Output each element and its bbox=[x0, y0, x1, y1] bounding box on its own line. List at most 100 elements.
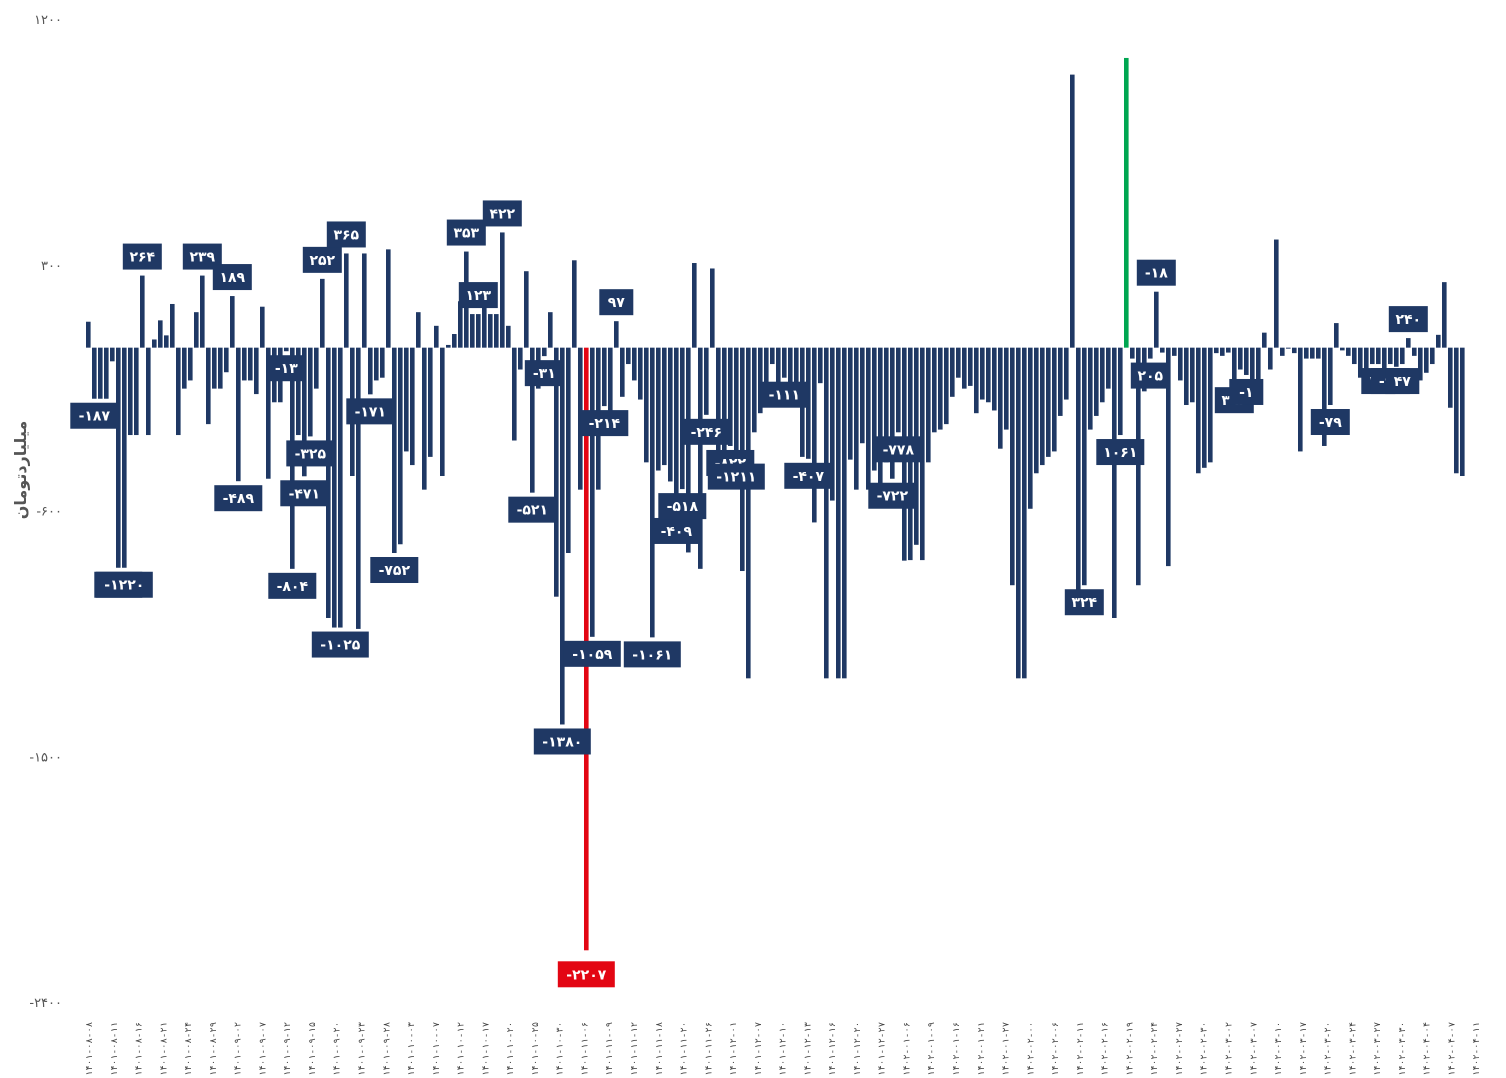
x-tick-label: ۱۴۰۱-۰۸-۲۱ bbox=[159, 1022, 169, 1076]
bar bbox=[1274, 239, 1279, 348]
bar bbox=[1358, 347, 1363, 378]
bar bbox=[182, 347, 187, 389]
bar bbox=[212, 347, 217, 389]
bar bbox=[356, 347, 361, 629]
data-label-text: -۴۷۱ bbox=[289, 486, 320, 502]
bar bbox=[830, 347, 835, 501]
x-tick-label: ۱۴۰۲-۰۱-۲۱ bbox=[977, 1022, 987, 1076]
bar bbox=[134, 347, 139, 436]
data-label: -۵۱۸ bbox=[658, 493, 707, 520]
bar bbox=[644, 347, 649, 463]
bar bbox=[878, 347, 883, 485]
bar bbox=[974, 347, 979, 414]
bar bbox=[872, 347, 877, 471]
data-label-text: -۱۰۶۱ bbox=[632, 647, 672, 663]
bar bbox=[1454, 347, 1459, 474]
data-label-text: -۱۰۵۹ bbox=[572, 647, 612, 663]
y-tick-label: -۲۴۰۰ bbox=[29, 996, 62, 1011]
bar bbox=[392, 347, 397, 554]
bar bbox=[944, 347, 949, 425]
data-label-text: -۷۹ bbox=[1319, 415, 1342, 431]
bar bbox=[866, 347, 871, 490]
x-tick-label: ۱۴۰۱-۱۰-۰۳ bbox=[407, 1022, 417, 1076]
bar bbox=[710, 268, 715, 348]
bar bbox=[1238, 347, 1243, 370]
x-tick-label: ۱۴۰۱-۰۸-۲۹ bbox=[209, 1022, 219, 1076]
data-label-text: ۱۸۹ bbox=[219, 270, 245, 286]
bar bbox=[1256, 347, 1261, 386]
x-tick-label: ۱۴۰۱-۰۹-۱۲ bbox=[283, 1022, 293, 1076]
bar bbox=[1280, 347, 1285, 356]
bar bbox=[266, 347, 271, 479]
bar bbox=[452, 334, 457, 348]
x-tick-label: ۱۴۰۱-۱۰-۱۲ bbox=[457, 1022, 467, 1076]
bar bbox=[374, 347, 379, 381]
data-label-box bbox=[280, 480, 329, 507]
data-label: -۴۸۹ bbox=[214, 485, 263, 512]
data-label-text: -۱۸ bbox=[1145, 266, 1168, 282]
bar bbox=[470, 314, 475, 348]
data-label-text: -۱۳۸۰ bbox=[542, 734, 582, 750]
y-axis-label: میلیاردتومان bbox=[11, 421, 30, 520]
bar bbox=[254, 347, 259, 395]
data-label-box bbox=[266, 355, 306, 382]
data-label: -۱۸ bbox=[1136, 259, 1176, 286]
bar bbox=[1100, 347, 1105, 403]
bar bbox=[626, 347, 631, 365]
x-tick-label: ۱۴۰۱-۱۱-۱۸ bbox=[655, 1022, 665, 1076]
x-tick-label: ۱۴۰۲-۰۳-۲۰ bbox=[1324, 1022, 1334, 1076]
data-label: -۲۲۰۷ bbox=[557, 961, 615, 988]
bar bbox=[794, 347, 799, 403]
bar bbox=[404, 347, 409, 452]
data-label-box bbox=[533, 728, 591, 755]
data-label-text: ۲۴۰ bbox=[1395, 312, 1421, 328]
data-label: ۴۲۲ bbox=[482, 200, 522, 227]
bar bbox=[410, 347, 415, 466]
data-label: ۲۰۵ bbox=[1130, 362, 1170, 389]
bar bbox=[1346, 347, 1351, 356]
x-tick-label: ۱۴۰۲-۰۳-۰۷ bbox=[1249, 1022, 1259, 1076]
bar bbox=[746, 347, 751, 679]
data-label-box bbox=[1096, 439, 1145, 466]
bar bbox=[1328, 347, 1333, 406]
bar bbox=[434, 325, 439, 348]
data-label-box bbox=[326, 221, 366, 248]
bar bbox=[224, 347, 229, 373]
data-label-box bbox=[346, 398, 395, 425]
bar bbox=[608, 347, 613, 425]
data-label-box bbox=[70, 402, 119, 429]
data-label: -۱۸۷ bbox=[70, 402, 119, 429]
bar bbox=[668, 347, 673, 482]
data-label-text: -۵۱۸ bbox=[667, 499, 699, 515]
bar bbox=[1406, 338, 1411, 348]
x-tick-label: ۱۴۰۱-۱۲-۲۷ bbox=[878, 1022, 888, 1076]
bar bbox=[1430, 347, 1435, 365]
data-label-box bbox=[122, 243, 162, 270]
bar bbox=[1220, 347, 1225, 356]
bar-max bbox=[1124, 57, 1129, 348]
bar bbox=[728, 347, 733, 446]
data-label-text: -۲۴۶ bbox=[691, 425, 722, 441]
bar bbox=[1082, 347, 1087, 586]
bar bbox=[758, 347, 763, 414]
bar bbox=[1442, 282, 1447, 348]
bar bbox=[722, 347, 727, 457]
data-label-box bbox=[95, 571, 153, 598]
y-axis-ticks: ۱۲۰۰ ۳۰۰ -۶۰۰ -۱۵۰۰ -۲۴۰۰ bbox=[29, 13, 62, 1011]
bar bbox=[206, 347, 211, 425]
data-label-box bbox=[874, 436, 923, 463]
bar bbox=[146, 347, 151, 436]
data-label: -۱۰۵۹ bbox=[563, 640, 621, 667]
bar bbox=[548, 312, 553, 348]
x-tick-label: ۱۴۰۲-۰۲-۱۱ bbox=[1076, 1022, 1086, 1076]
x-tick-label: ۱۴۰۲-۰۴-۱۱ bbox=[1472, 1022, 1482, 1076]
bar bbox=[1376, 347, 1381, 365]
bar bbox=[98, 347, 103, 399]
data-label-text: ۳۶۵ bbox=[333, 227, 359, 243]
data-label-text: -۳۱ bbox=[533, 366, 556, 382]
x-tick-label: ۱۴۰۱-۱۲-۱۰ bbox=[779, 1022, 789, 1076]
x-tick-label: ۱۴۰۲-۰۳-۳۰ bbox=[1398, 1022, 1408, 1076]
bar bbox=[1316, 347, 1321, 359]
bar bbox=[692, 263, 697, 348]
bar bbox=[1448, 347, 1453, 408]
